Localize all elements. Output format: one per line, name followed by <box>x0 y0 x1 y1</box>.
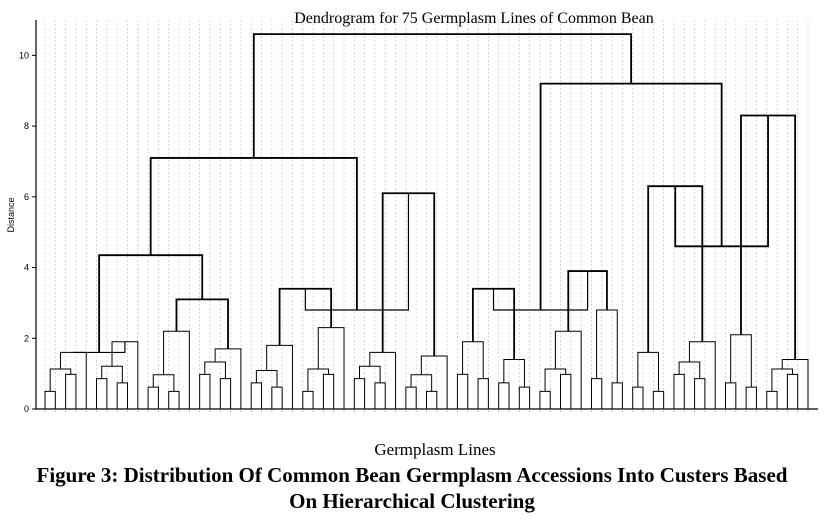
dendrogram-link <box>116 382 128 409</box>
dendrogram-link <box>647 185 704 353</box>
dendrogram-link <box>322 373 335 409</box>
dendrogram-link <box>786 373 799 409</box>
chart-title: Dendrogram for 75 Germplasm Lines of Com… <box>294 10 653 27</box>
y-tick-label: 10 <box>19 50 29 60</box>
dendrogram-link <box>420 355 448 409</box>
dendrogram-link <box>214 348 242 409</box>
caption-line-2: On Hierarchical Clustering <box>289 489 535 513</box>
y-tick-label: 4 <box>24 263 29 273</box>
dendrogram-link <box>304 193 410 311</box>
dendrogram-link <box>781 358 809 409</box>
y-tick-label: 0 <box>24 404 29 414</box>
dendrogram-link <box>498 382 510 409</box>
dendrogram-link <box>147 386 159 409</box>
dendrogram-link <box>73 341 126 354</box>
y-ticks: 0 2 4 6 8 10 <box>19 50 36 414</box>
dendrogram-tree <box>44 33 809 409</box>
dendrogram-link <box>252 33 633 158</box>
dendrogram-link <box>560 373 572 409</box>
dendrogram-link <box>673 373 685 409</box>
dendrogram-link <box>59 351 87 409</box>
y-axis-title: Distance <box>6 197 16 232</box>
dendrogram-link <box>374 382 386 409</box>
dendrogram-link <box>492 271 589 311</box>
dendrogram-link <box>65 373 77 409</box>
dendrogram-link <box>175 298 229 349</box>
dendrogram-link <box>405 386 417 409</box>
figure-caption: Figure 3: Distribution Of Common Bean Ge… <box>0 462 824 514</box>
dendrogram-link <box>725 382 737 409</box>
y-tick-label: 6 <box>24 192 29 202</box>
dendrogram-link <box>255 369 278 388</box>
dendrogram-link <box>596 309 618 383</box>
dendrogram-link <box>518 386 531 409</box>
y-tick-label: 2 <box>24 333 29 343</box>
dendrogram-link <box>632 386 644 409</box>
dendrogram-link <box>271 386 283 409</box>
caption-line-1: Figure 3: Distribution Of Common Bean Ge… <box>36 463 788 487</box>
dendrogram-link <box>111 341 139 409</box>
dendrogram-link <box>456 373 469 409</box>
dendrogram-link <box>745 386 757 409</box>
dendrogram-link <box>503 358 525 388</box>
x-tick-labels <box>44 409 809 412</box>
dendrogram-link <box>611 382 623 409</box>
dendrogram-link <box>199 373 211 409</box>
x-axis-title: Germplasm Lines <box>374 440 495 459</box>
dendrogram-link <box>317 327 345 409</box>
dendrogram-link <box>250 382 263 409</box>
y-tick-label: 8 <box>24 121 29 131</box>
axes <box>35 20 818 410</box>
